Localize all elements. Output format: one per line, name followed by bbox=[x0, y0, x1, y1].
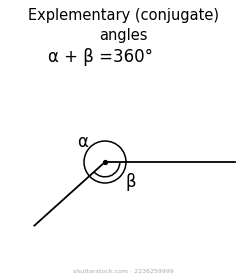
Text: β: β bbox=[126, 173, 136, 191]
Text: angles: angles bbox=[99, 28, 147, 43]
Text: shutterstock.com · 2236259999: shutterstock.com · 2236259999 bbox=[73, 269, 173, 274]
Text: α: α bbox=[78, 133, 88, 151]
Text: Explementary (conjugate): Explementary (conjugate) bbox=[27, 8, 219, 23]
Text: α + β =360°: α + β =360° bbox=[47, 48, 152, 66]
